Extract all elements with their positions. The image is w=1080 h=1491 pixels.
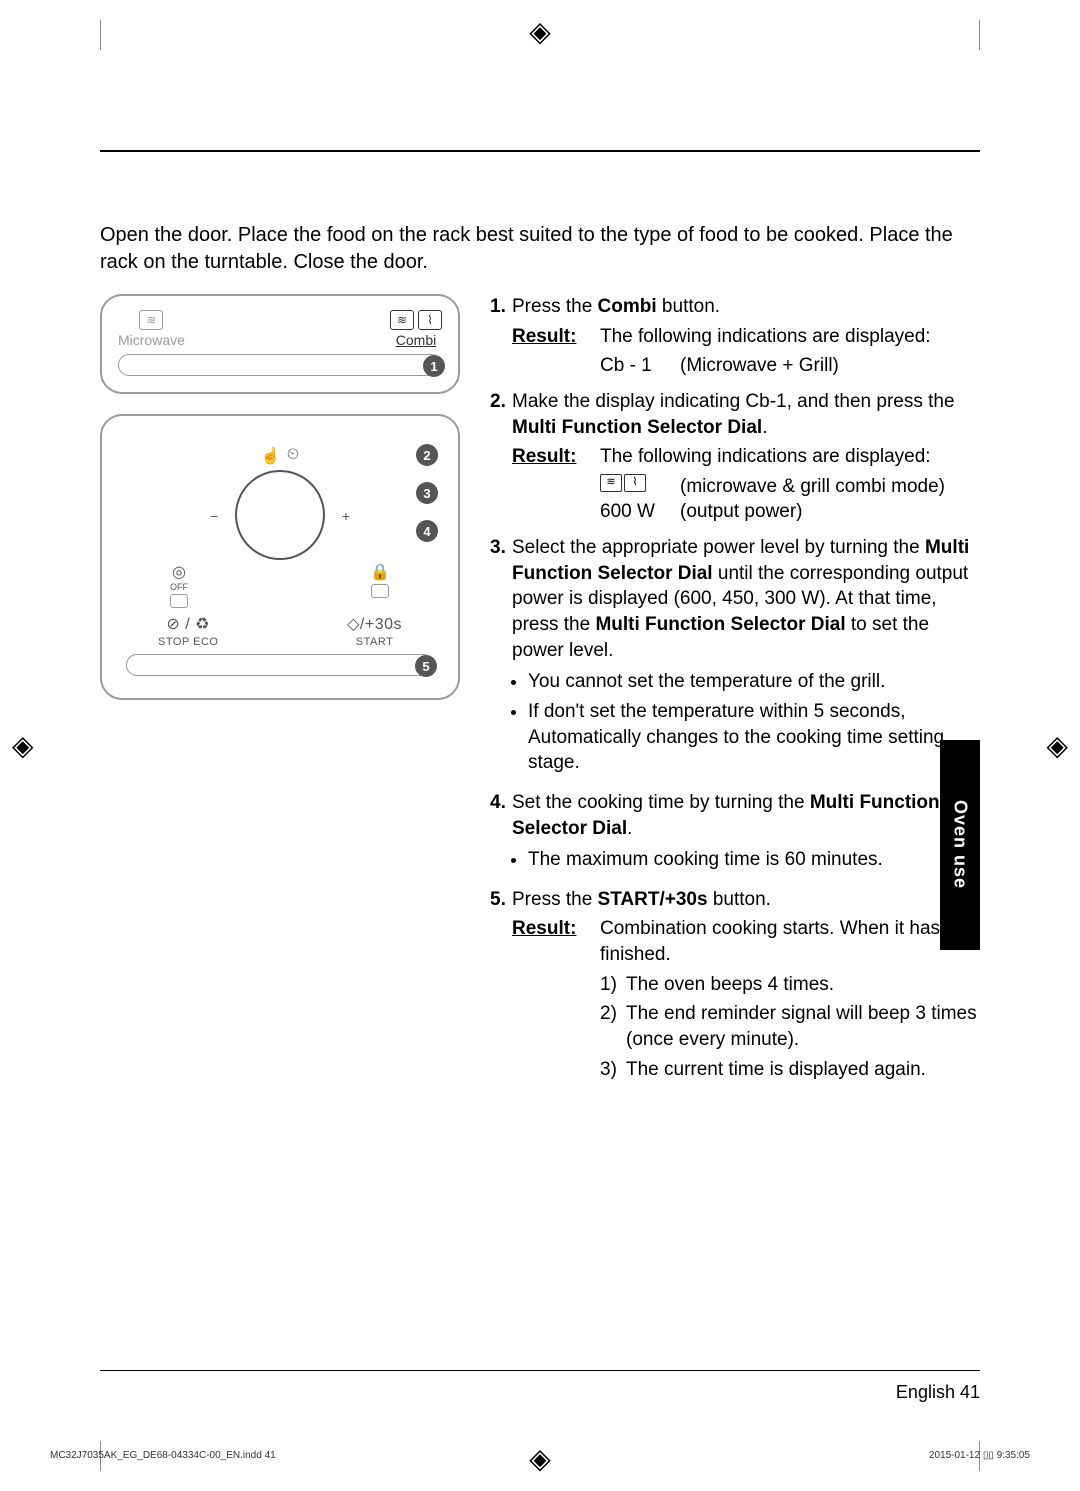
display-bar: 5 (126, 654, 434, 676)
horizontal-rule (100, 150, 980, 152)
result-label: Result: (512, 444, 600, 525)
result-text: The following indications are displayed:… (600, 444, 980, 525)
microwave-icon: ≋ (390, 310, 414, 330)
step-number: 3. (490, 535, 512, 780)
result-key: Cb - 1 (600, 353, 680, 379)
result-text: The following indications are displayed:… (600, 324, 980, 379)
result-label: Result: (512, 916, 600, 1086)
sub-list-number: 3) (600, 1057, 626, 1083)
footer-filename: MC32J7035AK_EG_DE68-04334C-00_EN.indd 41 (50, 1450, 276, 1461)
registration-mark-icon: ◈ (529, 1445, 551, 1473)
intro-paragraph: Open the door. Place the food on the rac… (100, 222, 980, 276)
hand-icon: ☝ (261, 446, 281, 466)
step-number: 4. (490, 790, 512, 877)
step-text: Set the cooking time by turning the Mult… (512, 792, 940, 839)
step-text: Press the START/+30s button. (512, 889, 771, 910)
sub-list-number: 1) (600, 972, 626, 998)
result-value: (Microwave + Grill) (680, 353, 839, 379)
display-bar: 1 (118, 354, 442, 376)
step-4: 4. Set the cooking time by turning the M… (490, 790, 980, 877)
start-label: START (347, 636, 402, 648)
section-tab: Oven use (940, 740, 980, 950)
start-icon: ◇/+30s (347, 614, 402, 634)
control-panel-diagram-1: ≋ Microwave ≋ ⌇ Combi (100, 294, 460, 394)
result-icon-key: ≋ ⌇ (600, 474, 680, 500)
result-value: (output power) (680, 499, 803, 525)
microwave-icon: ≋ (139, 310, 163, 330)
result-value: (microwave & grill combi mode) (680, 474, 945, 500)
lock-icon: 🔒 (370, 562, 390, 582)
off-button-icon (170, 594, 188, 608)
step-2: 2. Make the display indicating Cb-1, and… (490, 389, 980, 525)
page-number: English 41 (896, 1382, 980, 1403)
bullet-item: You cannot set the temperature of the gr… (528, 669, 980, 695)
step-text: Press the Combi button. (512, 296, 720, 317)
bullet-item: The maximum cooking time is 60 minutes. (528, 847, 980, 873)
callout-3: 3 (416, 482, 438, 504)
stop-eco-block: ⊘ / ♻ STOP ECO (158, 614, 218, 648)
footer-timestamp: 2015-01-12 ▯▯ 9:35:05 (929, 1450, 1030, 1461)
control-panel-diagram-2: ☝ ⏲ − + ◎ OFF 🔒 (100, 414, 460, 700)
microwave-label: Microwave (118, 332, 185, 348)
microwave-mode: ≋ Microwave (118, 310, 185, 348)
callout-4: 4 (416, 520, 438, 542)
plus-label: + (342, 508, 350, 524)
diagram-column: ≋ Microwave ≋ ⌇ Combi (100, 294, 460, 1096)
step-number: 1. (490, 294, 512, 379)
instructions-column: 1. Press the Combi button. Result: The f… (490, 294, 980, 1096)
callout-1: 1 (423, 355, 445, 377)
registration-mark-icon: ◈ (1046, 732, 1068, 760)
selector-dial (235, 470, 325, 560)
sub-list-number: 2) (600, 1001, 626, 1052)
dial-top-icons: ☝ ⏲ (261, 446, 299, 466)
start-block: ◇/+30s START (347, 614, 402, 648)
registration-mark-icon: ◈ (529, 18, 551, 46)
registration-mark-icon: ◈ (12, 732, 34, 760)
callout-5: 5 (415, 655, 437, 677)
stop-eco-icon: ⊘ / ♻ (158, 614, 218, 634)
step-text: Select the appropriate power level by tu… (512, 537, 969, 661)
microwave-icon: ≋ (600, 474, 622, 492)
sub-list-text: The current time is displayed again. (626, 1057, 926, 1083)
callout-2: 2 (416, 444, 438, 466)
off-group: ◎ OFF (170, 562, 188, 608)
step-text: Make the display indicating Cb-1, and th… (512, 391, 955, 438)
minus-label: − (210, 508, 218, 524)
grill-icon: ⌇ (624, 474, 646, 492)
lock-button-icon (371, 584, 389, 598)
combi-label: Combi (390, 332, 442, 348)
result-key: 600 W (600, 499, 680, 525)
clock-icon: ⏲ (287, 446, 299, 466)
grill-icon: ⌇ (418, 310, 442, 330)
crop-mark (100, 20, 101, 50)
footer-rule (100, 1370, 980, 1371)
step-3: 3. Select the appropriate power level by… (490, 535, 980, 780)
sub-list-text: The end reminder signal will beep 3 time… (626, 1001, 980, 1052)
result-text: Combination cooking starts. When it has … (600, 916, 980, 1086)
step-1: 1. Press the Combi button. Result: The f… (490, 294, 980, 379)
stop-eco-label: STOP ECO (158, 636, 218, 648)
step-number: 2. (490, 389, 512, 525)
result-label: Result: (512, 324, 600, 379)
sub-list-text: The oven beeps 4 times. (626, 972, 834, 998)
crop-mark (979, 20, 980, 50)
lock-group: 🔒 (370, 562, 390, 598)
step-5: 5. Press the START/+30s button. Result: … (490, 887, 980, 1086)
step-number: 5. (490, 887, 512, 1086)
combi-mode: ≋ ⌇ Combi (390, 310, 442, 348)
power-icon: ◎ (170, 562, 188, 582)
bullet-item: If don't set the temperature within 5 se… (528, 699, 980, 776)
off-label: OFF (170, 582, 188, 592)
